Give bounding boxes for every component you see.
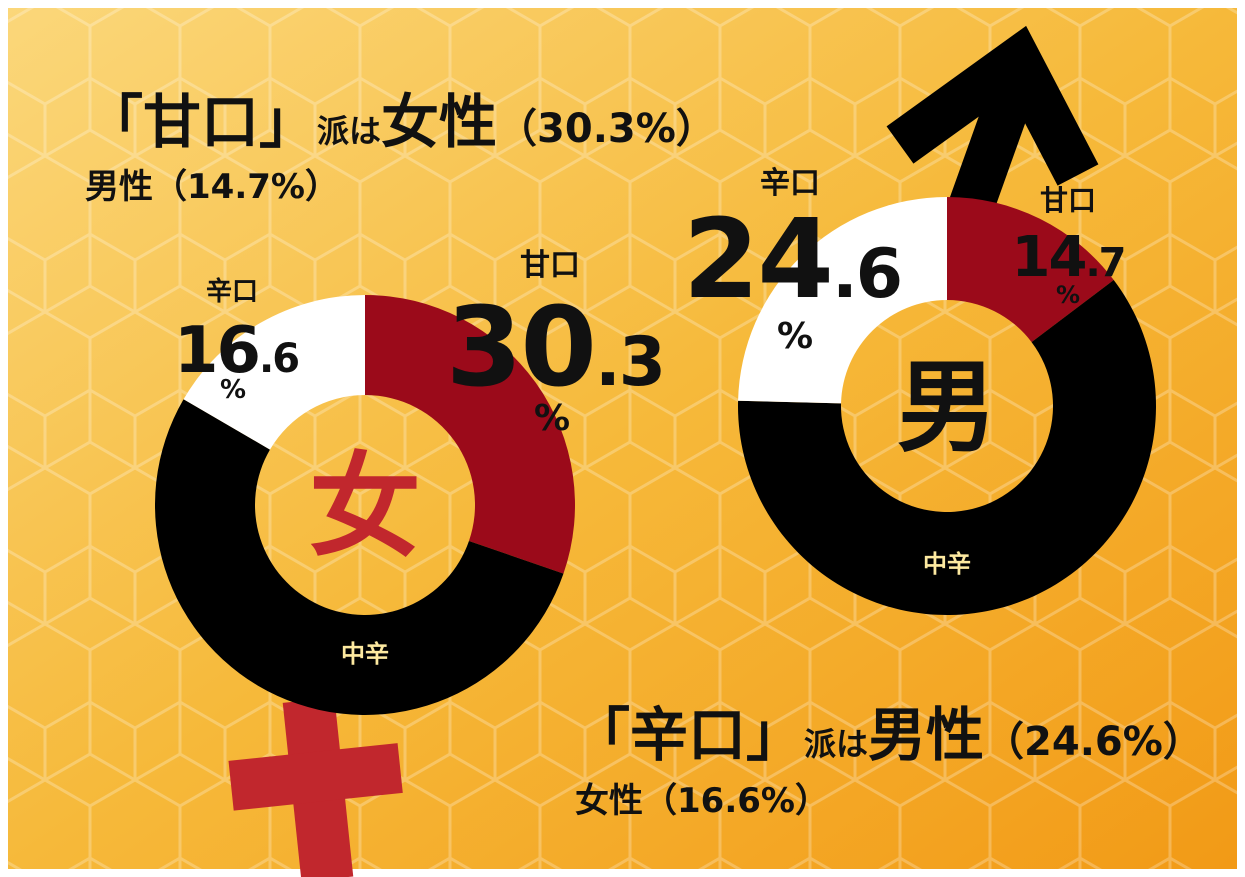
donut-segment — [738, 279, 1156, 615]
donut-segment — [947, 197, 1114, 343]
value-label: 30.3 — [446, 283, 664, 411]
category-label: 中辛 — [341, 640, 389, 668]
male-symbol — [886, 25, 1099, 223]
value-label: 24.6 — [683, 195, 901, 323]
value-label: 14.7 — [1012, 225, 1125, 290]
headline-part: （30.3%） — [497, 106, 716, 152]
center-label: 女 — [309, 442, 421, 572]
value-label: 16.6 — [174, 314, 298, 388]
headline-part: 「辛口」 — [572, 701, 804, 769]
donut-segment — [365, 295, 575, 574]
donut-segment — [738, 197, 947, 404]
category-label: 辛口 — [206, 276, 258, 307]
female-symbol — [228, 697, 403, 877]
category-label: 中辛 — [923, 550, 971, 578]
value-dec: .7 — [1085, 240, 1124, 286]
headline-sub: 女性（16.6%） — [575, 781, 829, 821]
headline-part: 派は — [804, 725, 868, 763]
value-dec: .6 — [832, 235, 901, 314]
headline: 「甘口」派は女性（30.3%） — [85, 88, 716, 156]
donut-segment — [183, 295, 365, 450]
unit-label: % — [1056, 281, 1080, 309]
category-label: 甘口 — [520, 248, 580, 283]
unit-label: % — [777, 316, 813, 357]
value-int: 16 — [174, 314, 259, 388]
value-dec: .3 — [595, 323, 664, 402]
category-label: 辛口 — [760, 166, 820, 201]
headline-part: （24.6%） — [984, 719, 1203, 765]
headline-part: 「甘口」 — [85, 88, 317, 156]
value-int: 24 — [683, 195, 832, 323]
headline-part: 派は — [317, 112, 381, 150]
value-int: 30 — [446, 283, 595, 411]
donut-segment — [155, 399, 564, 715]
headline-part: 女性 — [381, 88, 497, 156]
unit-label: % — [220, 375, 246, 405]
category-label: 甘口 — [1040, 184, 1096, 217]
headline-sub: 男性（14.7%） — [85, 167, 339, 207]
value-int: 14 — [1012, 225, 1086, 290]
headline-part: 男性 — [868, 701, 984, 769]
headline: 「辛口」派は男性（24.6%） — [572, 701, 1203, 769]
value-dec: .6 — [259, 336, 298, 382]
center-label: 男 — [897, 349, 997, 466]
unit-label: % — [534, 398, 570, 439]
